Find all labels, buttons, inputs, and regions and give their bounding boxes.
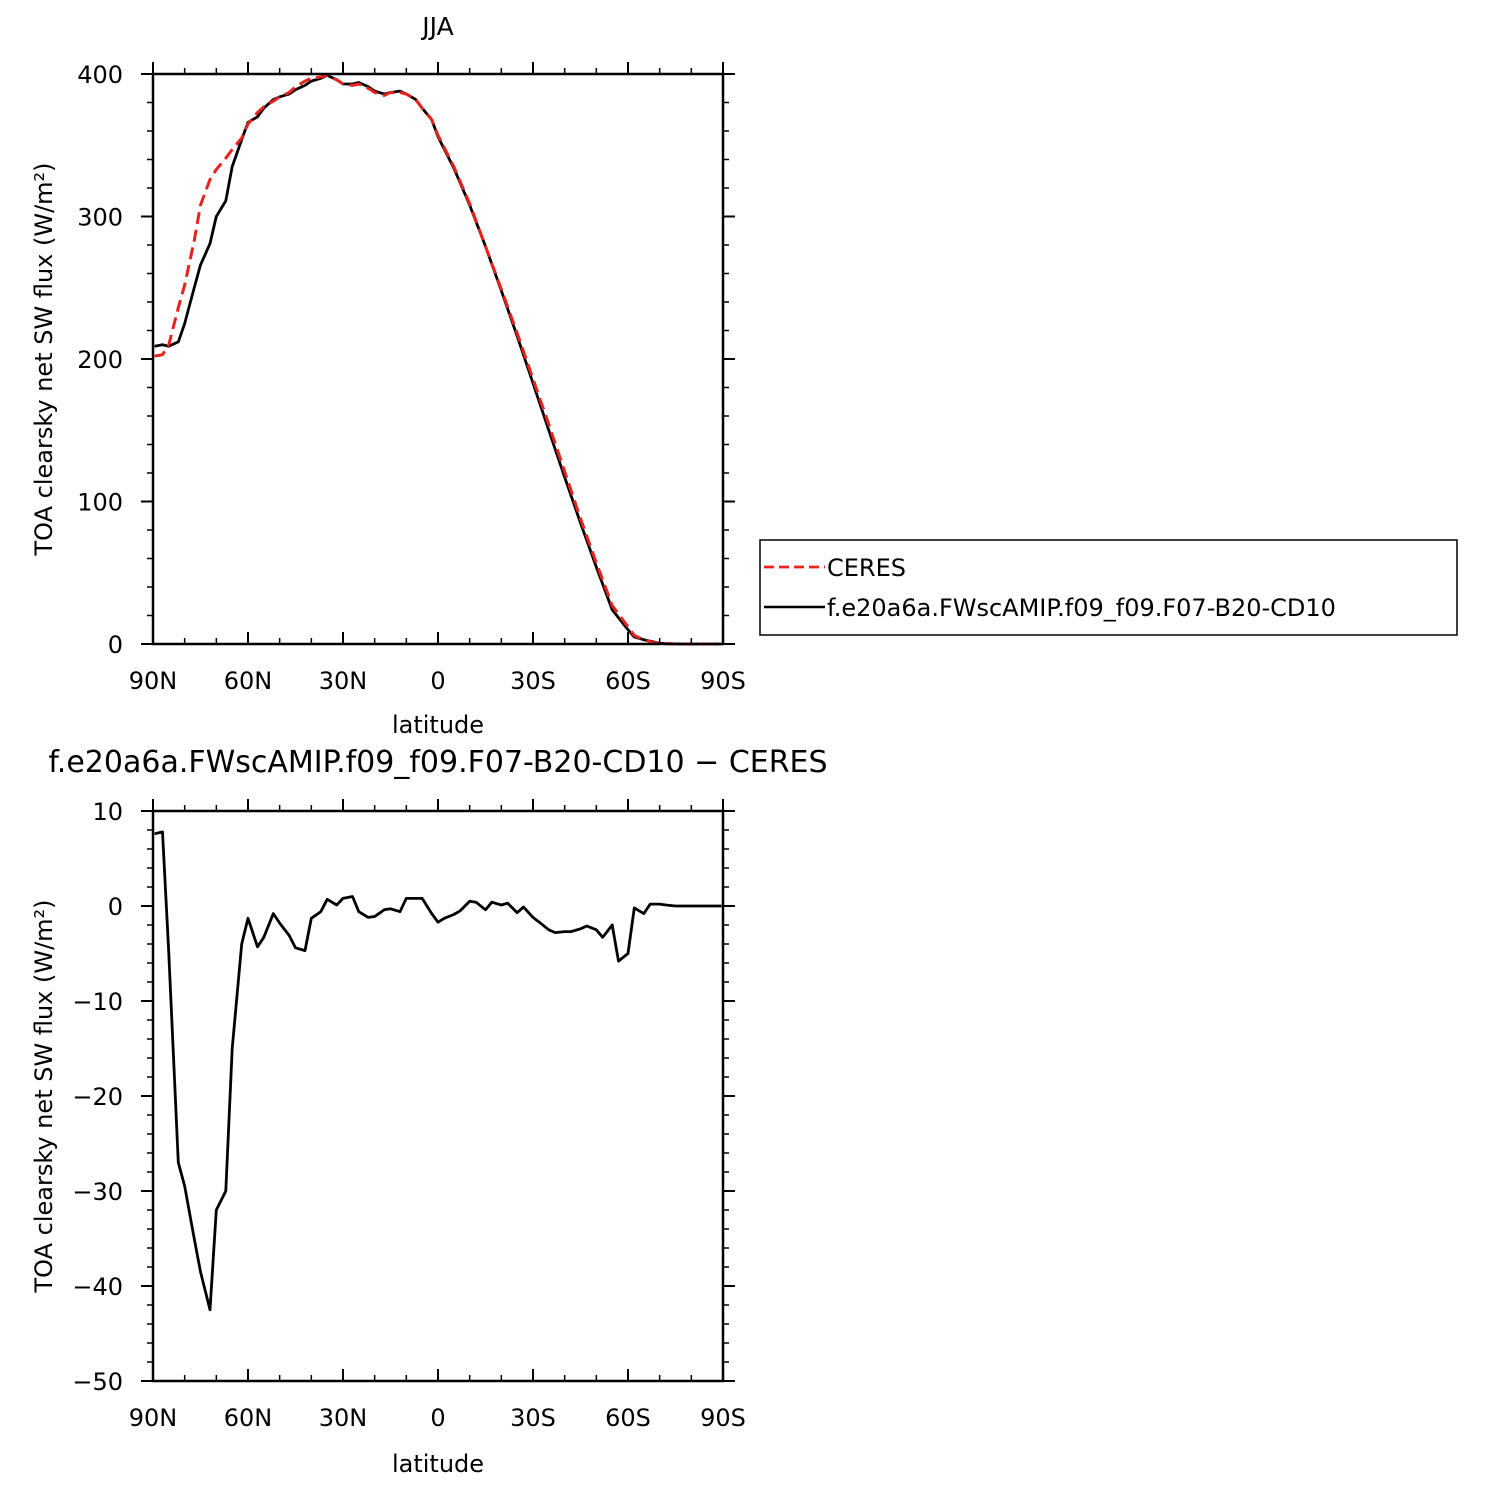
top-y-tick-label: 200 — [77, 346, 123, 374]
top-x-tick-label: 0 — [430, 667, 445, 695]
bottom-y-tick-label: 10 — [92, 798, 123, 826]
bottom-y-tick-label: 0 — [108, 893, 123, 921]
top-x-tick-label: 30N — [319, 667, 368, 695]
bottom-y-tick-label: −30 — [72, 1178, 123, 1206]
legend-box — [759, 539, 1458, 636]
top-x-tick-label: 60N — [224, 667, 273, 695]
top-panel-series-group — [154, 73, 722, 646]
top-y-tick-label: 300 — [77, 204, 123, 232]
bottom-x-tick-label: 60S — [605, 1404, 651, 1432]
bottom-y-tick-label: −50 — [72, 1368, 123, 1396]
top-panel-ticks: 90N 60N 30N 0 30S 60S 90S 0 100 200 300 400 — [77, 61, 746, 695]
bottom-y-tick-label: −20 — [72, 1083, 123, 1111]
bottom-y-tick-label: −40 — [72, 1273, 123, 1301]
bottom-x-tick-label: 30N — [319, 1404, 368, 1432]
bottom-panel-ticks: 90N 60N 30N 0 30S 60S 90S −50 −40 −30 −20 −10 0 10 — [72, 798, 746, 1432]
legend: CERES f.e20a6a.FWscAMIP.f09_f09.F07-B20-… — [759, 539, 1458, 636]
bottom-series-line-model — [154, 830, 722, 1312]
top-y-tick-label: 0 — [108, 631, 123, 659]
bottom-panel-x-axis-label: latitude — [392, 1450, 484, 1478]
top-y-tick-label: 100 — [77, 489, 123, 517]
bottom-panel-y-axis-label: TOA clearsky net SW flux (W/m²) — [30, 899, 58, 1293]
top-panel-title: JJA — [420, 12, 453, 41]
bottom-x-tick-label: 60N — [224, 1404, 273, 1432]
bottom-x-tick-label: 30S — [510, 1404, 556, 1432]
legend-label-model: f.e20a6a.FWscAMIP.f09_f09.F07-B20-CD10 — [827, 594, 1336, 622]
bottom-panel-title: f.e20a6a.FWscAMIP.f09_f09.F07-B20-CD10 −… — [48, 745, 827, 780]
top-x-tick-label: 90N — [129, 667, 178, 695]
top-y-tick-label: 400 — [77, 61, 123, 89]
legend-label-ceres: CERES — [827, 554, 906, 582]
top-x-tick-label: 30S — [510, 667, 556, 695]
bottom-panel: f.e20a6a.FWscAMIP.f09_f09.F07-B20-CD10 −… — [30, 745, 828, 1478]
bottom-panel-series-group — [154, 830, 722, 1312]
bottom-x-tick-label: 0 — [430, 1404, 445, 1432]
top-series-line-ceres — [154, 73, 722, 646]
top-panel-y-axis-label: TOA clearsky net SW flux (W/m²) — [30, 162, 58, 556]
bottom-x-tick-label: 90N — [129, 1404, 178, 1432]
bottom-x-tick-label: 90S — [700, 1404, 746, 1432]
bottom-y-tick-label: −10 — [72, 988, 123, 1016]
top-x-tick-label: 90S — [700, 667, 746, 695]
top-panel-x-axis-label: latitude — [392, 711, 484, 739]
top-x-tick-label: 60S — [605, 667, 651, 695]
top-panel: JJA 90N 60N 30N 0 30S 60S 90S 0 100 200 300 400 lat… — [30, 12, 1458, 739]
